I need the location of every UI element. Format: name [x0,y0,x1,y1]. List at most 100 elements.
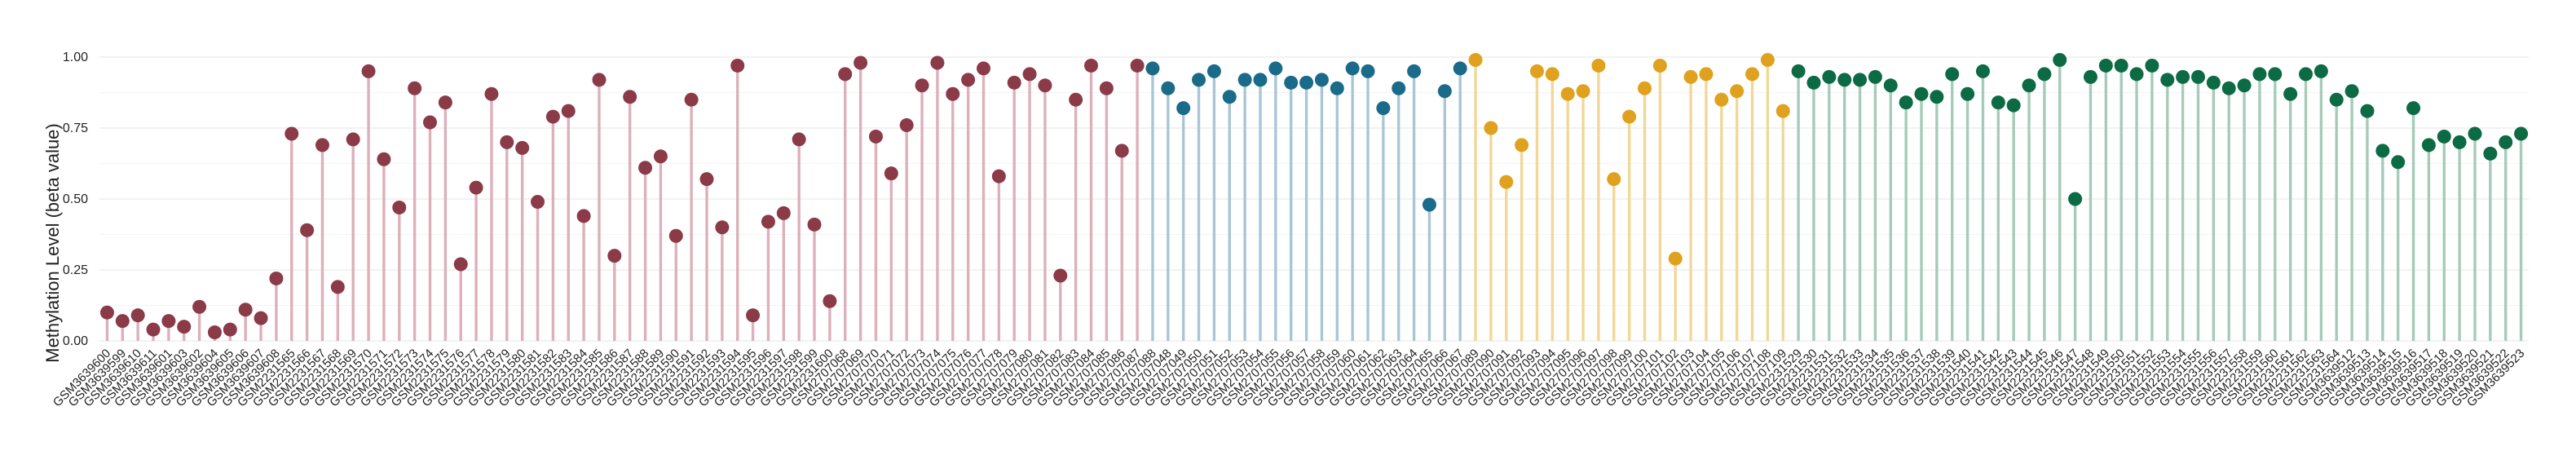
data-point [545,109,560,124]
data-point [99,305,114,320]
data-point [1961,86,1975,101]
data-point [868,129,883,144]
data-point [884,166,898,181]
data-point [300,223,315,237]
data-point [1837,73,1852,87]
data-point [1114,144,1129,158]
data-point [130,308,145,323]
data-point [161,314,176,329]
data-point [1638,81,1652,95]
data-point [1268,61,1283,76]
data-point [1822,69,1837,84]
grid [99,56,2529,342]
data-point [1914,86,1929,101]
data-point [423,115,438,130]
data-point [1529,64,1544,78]
data-point [2299,67,2314,82]
data-point [2314,64,2328,78]
data-point [792,132,806,147]
data-point [2145,58,2159,73]
data-point [453,257,468,272]
data-point [2421,138,2436,153]
data-point [1484,121,1498,135]
data-point [2083,69,2097,84]
y-axis-ticks: 0.00 0.25 0.50 0.75 1.00 [63,51,88,348]
data-point [1991,95,2005,110]
data-point [1930,90,1944,104]
data-point [1361,64,1375,78]
data-point [1652,58,1667,73]
data-point [1392,81,1406,95]
data-point [2068,192,2083,206]
data-point [2022,78,2036,93]
data-point [1760,52,1775,67]
data-point [207,325,222,340]
data-point [2006,98,2021,113]
data-point [2252,67,2267,82]
data-point [1591,58,1606,73]
y-tick-label: 0.25 [63,263,88,277]
data-point [2206,75,2221,90]
data-point [2483,146,2498,161]
data-point [2452,135,2467,149]
data-point [776,206,791,220]
data-point [1560,86,1575,101]
data-point [623,90,637,104]
data-point [715,220,730,235]
data-point [269,271,284,285]
data-point [2468,126,2482,141]
data-point [1453,61,1467,76]
data-point [377,152,391,166]
data-point [1084,58,1099,73]
data-point [2406,101,2421,116]
data-point [1975,64,1990,78]
data-point [930,55,945,70]
data-point [1883,78,1898,93]
data-point [469,180,483,195]
data-point [146,322,161,337]
data-point [2344,84,2359,99]
data-point [2129,67,2144,82]
data-point [946,86,960,101]
data-point [1192,73,1206,87]
y-tick-label: 0.00 [63,334,88,348]
data-point [1868,69,1882,84]
data-point [1176,101,1191,116]
data-point [531,194,545,209]
data-point [500,135,514,149]
data-point [2499,135,2513,149]
data-point [1468,52,1483,67]
data-point [1130,58,1145,73]
data-point [607,249,622,263]
y-tick-label: 0.50 [63,192,88,206]
data-point [576,209,591,223]
data-point [1607,172,1621,187]
data-point [238,303,253,317]
data-point [1284,75,1299,90]
data-point [915,78,929,93]
data-point [2283,86,2298,101]
data-point [408,81,422,95]
data-point [177,320,192,334]
data-point [1314,73,1329,87]
data-point [2176,69,2190,84]
data-point [1206,64,1221,78]
data-point [592,73,607,87]
data-point [730,58,745,73]
y-axis-title: Methylation Level (beta value) [42,123,63,363]
data-point [684,92,699,107]
data-point [2037,67,2052,82]
data-point [854,55,868,70]
points [99,52,2529,340]
data-point [1945,67,1960,82]
data-point [515,140,530,155]
stems [105,60,2523,341]
data-point [1622,109,1637,124]
data-point [2053,52,2067,67]
data-point [315,138,329,153]
data-point [1545,67,1559,82]
data-point [484,86,499,101]
data-point [1253,73,1268,87]
data-point [1515,138,1529,153]
data-point [1007,75,1021,90]
